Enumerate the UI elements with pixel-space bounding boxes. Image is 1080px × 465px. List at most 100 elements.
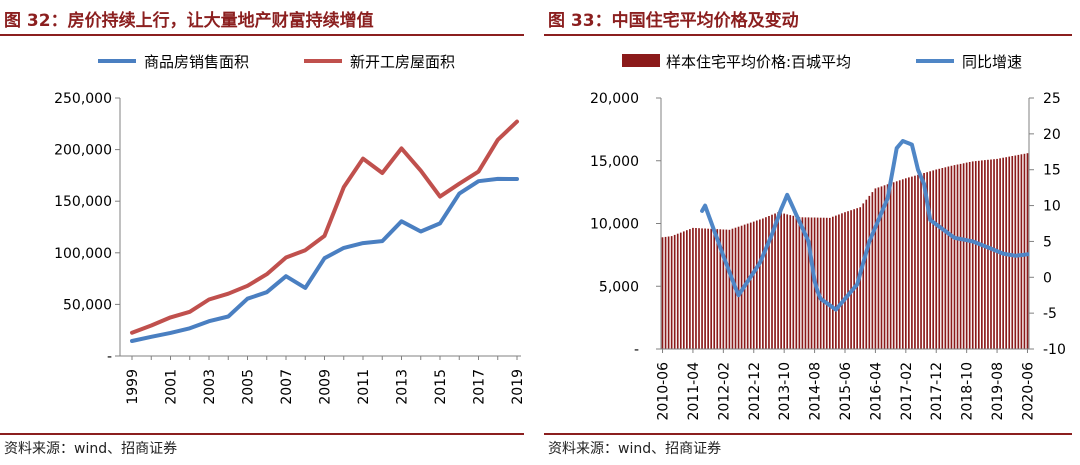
price-bar bbox=[1011, 156, 1014, 349]
price-bar bbox=[822, 217, 825, 349]
x-tick-label: 2018-10 bbox=[960, 362, 976, 421]
price-bar bbox=[749, 222, 752, 349]
price-bar bbox=[722, 229, 725, 349]
x-tick-label: 2017 bbox=[472, 369, 488, 405]
price-bar bbox=[755, 220, 758, 349]
price-bar bbox=[895, 181, 898, 349]
price-bar bbox=[737, 226, 740, 349]
price-bar bbox=[886, 184, 889, 349]
chart-right-svg: 样本住宅平均价格:百城平均 同比增速 - 5,000 10,000 15,000 20,00… bbox=[590, 53, 1066, 421]
price-bar bbox=[868, 195, 871, 349]
price-bar bbox=[904, 178, 907, 349]
price-bar bbox=[819, 217, 822, 349]
price-bar bbox=[789, 215, 792, 349]
price-bar bbox=[1023, 153, 1026, 349]
legend-label: 同比增速 bbox=[962, 53, 1022, 71]
title-rule bbox=[0, 34, 524, 36]
x-tick-label: 2019-08 bbox=[990, 362, 1006, 421]
x-tick-label: 2015-06 bbox=[838, 362, 854, 421]
price-bar bbox=[841, 213, 843, 349]
price-bar bbox=[710, 228, 713, 349]
x-tick-label: 2005 bbox=[241, 369, 257, 405]
price-bar bbox=[871, 192, 874, 349]
y-tick-label-right: 25 bbox=[1043, 91, 1061, 107]
price-bar bbox=[993, 159, 995, 349]
x-tick-label: 1999 bbox=[125, 369, 141, 405]
price-bar bbox=[804, 217, 807, 349]
y-tick-label-left: 15,000 bbox=[590, 154, 639, 170]
price-bar bbox=[746, 223, 749, 349]
price-bar bbox=[1014, 155, 1017, 349]
price-bar bbox=[719, 229, 722, 349]
chart-left-svg: 商品房销售面积 新开工房屋面积 - 50,000 100,000 150,000 200,0… bbox=[54, 53, 526, 405]
price-bar bbox=[1017, 154, 1020, 349]
price-bar bbox=[853, 209, 855, 349]
legend-label: 样本住宅平均价格:百城平均 bbox=[666, 53, 851, 71]
y-tick-label: 50,000 bbox=[63, 297, 112, 313]
chart-panel-right: 图 33：中国住宅平均价格及变动 样本住宅平均价格:百城平均 同比增速 - 5,000… bbox=[544, 0, 1080, 465]
y-tick-label-right: -5 bbox=[1043, 306, 1057, 322]
price-bar bbox=[704, 228, 706, 349]
price-bar bbox=[911, 176, 913, 349]
source-note: 资料来源：wind、招商证券 bbox=[548, 441, 722, 457]
source-note: 资料来源：wind、招商证券 bbox=[4, 441, 178, 457]
price-bar bbox=[923, 173, 925, 349]
price-bar bbox=[774, 213, 776, 349]
price-bar bbox=[679, 232, 682, 349]
price-bar bbox=[996, 158, 998, 349]
x-tick-label: 2017-12 bbox=[929, 362, 945, 421]
price-bar bbox=[953, 165, 956, 349]
y-tick-label: - bbox=[107, 349, 112, 365]
price-bar bbox=[932, 170, 935, 349]
price-bar bbox=[981, 160, 983, 349]
price-bar bbox=[832, 216, 834, 349]
price-bar bbox=[990, 159, 992, 349]
y-tick-label-left: - bbox=[634, 342, 639, 358]
price-bar bbox=[889, 183, 892, 349]
x-tick-label: 2011-04 bbox=[686, 362, 702, 421]
price-bar bbox=[713, 229, 716, 349]
price-bar bbox=[783, 213, 786, 349]
series-line bbox=[700, 139, 1030, 312]
price-bar bbox=[692, 227, 694, 349]
price-bar bbox=[798, 217, 801, 349]
y-tick-label-right: 5 bbox=[1043, 234, 1052, 250]
price-bar bbox=[698, 228, 700, 349]
x-tick-label: 2003 bbox=[202, 369, 218, 405]
price-bar bbox=[682, 231, 685, 349]
price-bar bbox=[670, 236, 673, 349]
price-bar bbox=[667, 236, 670, 349]
x-tick-label: 2012-12 bbox=[747, 362, 763, 421]
price-bar bbox=[877, 187, 880, 349]
price-bar bbox=[686, 230, 688, 349]
x-tick-label: 2015 bbox=[433, 369, 449, 405]
price-bar bbox=[838, 214, 840, 349]
price-bar bbox=[825, 217, 828, 349]
y-tick-label-right: 15 bbox=[1043, 163, 1061, 179]
price-bar bbox=[926, 172, 928, 349]
price-bar bbox=[801, 217, 804, 349]
x-tick-label: 2019 bbox=[510, 369, 526, 405]
title-rule bbox=[544, 34, 1072, 36]
price-bar bbox=[676, 233, 679, 349]
price-bar bbox=[938, 168, 941, 349]
price-bar bbox=[974, 161, 977, 349]
price-bar bbox=[816, 217, 819, 349]
legend-label: 新开工房屋面积 bbox=[350, 53, 455, 71]
price-bar bbox=[786, 214, 789, 349]
legend-swatch bbox=[622, 54, 660, 67]
price-bar bbox=[962, 163, 965, 349]
price-bar bbox=[689, 229, 691, 349]
x-tick-label: 2009 bbox=[318, 369, 334, 405]
price-bar bbox=[892, 182, 895, 349]
price-bar bbox=[792, 215, 795, 349]
price-bar bbox=[759, 219, 761, 349]
price-bar bbox=[941, 168, 944, 349]
price-bar bbox=[959, 163, 962, 349]
y-tick-label-right: 20 bbox=[1043, 127, 1061, 143]
price-bar bbox=[661, 237, 664, 349]
price-bar bbox=[768, 216, 770, 349]
series-line bbox=[130, 176, 519, 343]
price-bar bbox=[752, 221, 755, 349]
x-tick-label: 2007 bbox=[279, 369, 295, 405]
